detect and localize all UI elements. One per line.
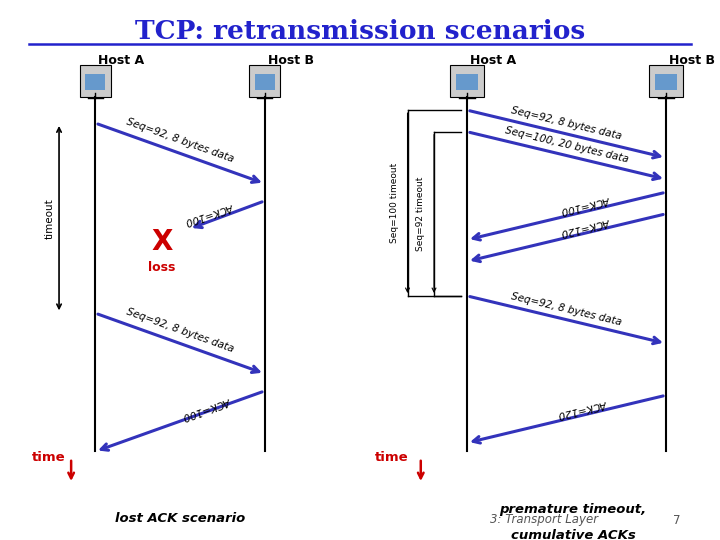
Text: time: time xyxy=(32,451,66,464)
Text: TCP: retransmission scenarios: TCP: retransmission scenarios xyxy=(135,19,585,44)
Text: ACK=100: ACK=100 xyxy=(185,201,235,226)
FancyBboxPatch shape xyxy=(649,65,683,97)
Text: 7: 7 xyxy=(673,514,680,526)
Text: time: time xyxy=(374,451,408,464)
Text: Seq=92, 8 bytes data: Seq=92, 8 bytes data xyxy=(510,291,623,327)
Text: ACK=100: ACK=100 xyxy=(561,194,612,216)
Text: Seq=92, 8 bytes data: Seq=92, 8 bytes data xyxy=(510,105,623,141)
FancyBboxPatch shape xyxy=(249,65,280,97)
Text: X: X xyxy=(151,228,173,256)
Text: Seq=92 timeout: Seq=92 timeout xyxy=(416,177,426,251)
Text: ACK=100: ACK=100 xyxy=(182,395,233,421)
Text: Seq=92, 8 bytes data: Seq=92, 8 bytes data xyxy=(125,307,235,354)
Text: Seq=100 timeout: Seq=100 timeout xyxy=(390,163,399,243)
Text: Seq=100, 20 bytes data: Seq=100, 20 bytes data xyxy=(504,125,629,164)
Text: lost ACK scenario: lost ACK scenario xyxy=(115,512,245,525)
Text: cumulative ACKs: cumulative ACKs xyxy=(510,529,636,540)
Text: timeout: timeout xyxy=(45,198,55,239)
Text: premature timeout,: premature timeout, xyxy=(500,503,647,516)
Text: Seq=92, 8 bytes data: Seq=92, 8 bytes data xyxy=(125,117,235,164)
Bar xyxy=(655,74,677,90)
Text: Host A: Host A xyxy=(470,54,516,67)
Text: ACK=120: ACK=120 xyxy=(561,216,612,238)
Bar xyxy=(456,74,478,90)
FancyBboxPatch shape xyxy=(450,65,485,97)
Bar xyxy=(255,74,274,90)
Bar xyxy=(86,74,105,90)
Text: Host B: Host B xyxy=(669,54,715,67)
Text: ACK=120: ACK=120 xyxy=(558,397,608,419)
Text: 3: Transport Layer: 3: Transport Layer xyxy=(490,514,598,526)
Text: Host A: Host A xyxy=(99,54,145,67)
FancyBboxPatch shape xyxy=(80,65,111,97)
Text: loss: loss xyxy=(148,261,176,274)
Text: Host B: Host B xyxy=(268,54,314,67)
